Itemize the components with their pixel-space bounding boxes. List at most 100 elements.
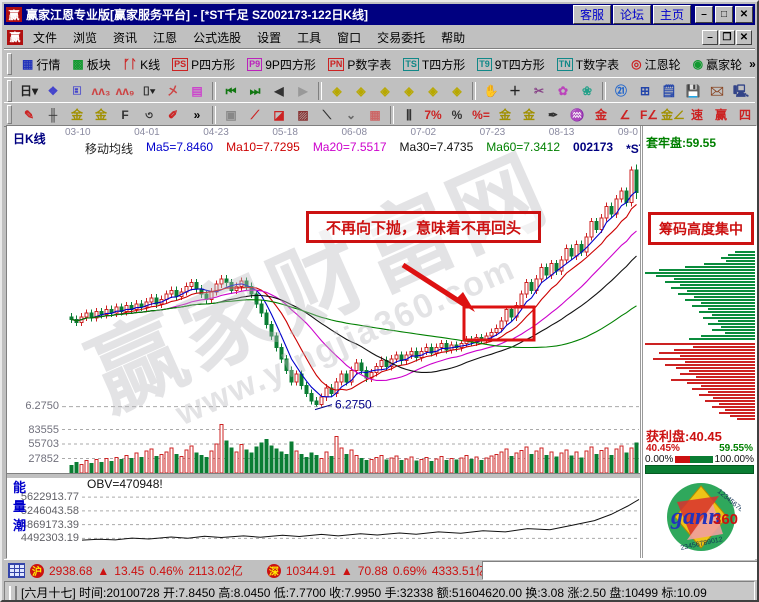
info-list-button[interactable]: 🗉 xyxy=(65,80,89,102)
zoom-left-diamond-button[interactable]: ◈ xyxy=(325,80,349,102)
t-digit-table-button[interactable]: TN T数字表 xyxy=(551,52,625,76)
save-button[interactable]: 💾 xyxy=(681,80,705,102)
menu-item-公式选股[interactable]: 公式选股 xyxy=(193,30,242,45)
close-button[interactable]: ✕ xyxy=(735,6,753,23)
menu-item-帮助[interactable]: 帮助 xyxy=(441,30,466,45)
obv-chart[interactable] xyxy=(7,491,640,558)
toolbar-grip[interactable] xyxy=(7,80,12,102)
box-tool-button[interactable]: ▣ xyxy=(219,103,243,126)
gold-grid-button[interactable]: 金 xyxy=(65,103,89,126)
shrink-left-diamond-button[interactable]: ◈ xyxy=(397,80,421,102)
knot-tool-button[interactable]: ✿ xyxy=(551,80,575,102)
f-angle-button[interactable]: F∠ xyxy=(637,103,661,126)
mdi-minimize-button[interactable]: – xyxy=(702,29,718,45)
calendar-button[interactable]: ㉑ xyxy=(609,80,633,102)
gold-angle-button[interactable]: 金∠ xyxy=(661,103,685,126)
win-line-button[interactable]: 赢 xyxy=(709,103,733,126)
sectors-button[interactable]: ▩ 板块 xyxy=(67,52,116,76)
t-square-button[interactable]: TS T四方形 xyxy=(398,52,471,76)
angle-tool-button[interactable]: ∠ xyxy=(613,103,637,126)
calculator-button[interactable]: ⊞ xyxy=(633,80,657,102)
hand-drag-button[interactable]: ✋ xyxy=(479,80,503,102)
menu-item-江恩[interactable]: 江恩 xyxy=(153,30,178,45)
stock-code-input[interactable] xyxy=(482,561,757,580)
spiral-button[interactable]: ৩ xyxy=(137,103,161,126)
pattern-box-button[interactable]: ◪ xyxy=(267,103,291,126)
notes-button[interactable]: 🗒 xyxy=(657,80,681,102)
color-wave-button[interactable]: ▤ xyxy=(185,80,209,102)
quotes-button[interactable]: ▦ 行情 xyxy=(17,52,66,76)
check-line-button[interactable]: ⌄ xyxy=(339,103,363,126)
four-line-button[interactable]: 四 xyxy=(733,103,757,126)
gann-grid-button[interactable]: ╫ xyxy=(41,103,65,126)
gann-net-button[interactable]: 㐅 xyxy=(161,80,185,102)
maximize-button[interactable]: □ xyxy=(715,6,733,23)
menu-item-浏览[interactable]: 浏览 xyxy=(73,30,98,45)
nine-p-square-button[interactable]: P9 9P四方形 xyxy=(242,52,321,76)
wave-3-button[interactable]: ʌʌ₃ xyxy=(89,80,113,102)
menu-item-资讯[interactable]: 资讯 xyxy=(113,30,138,45)
kline-chart-pane[interactable]: 赢家财富网 www.yingjia360.com 日K线 03-10 04-01 0… xyxy=(7,126,640,558)
crosshair-button[interactable]: ＋ xyxy=(503,80,527,102)
prev-bar-button[interactable]: ◀ xyxy=(267,80,291,102)
brush-button[interactable]: ✎ xyxy=(17,103,41,126)
toolbar-grip[interactable] xyxy=(7,52,12,76)
nine-t-square-button[interactable]: T9 9T四方形 xyxy=(472,52,550,76)
gold-section-button[interactable]: 金 xyxy=(493,103,517,126)
fibonacci-button[interactable]: F xyxy=(113,103,137,126)
menu-item-交易委托[interactable]: 交易委托 xyxy=(377,30,426,45)
measure-pen-button[interactable]: ✐ xyxy=(161,103,185,126)
ribbon-tool-button[interactable]: ❀ xyxy=(575,80,599,102)
shrink-both-diamond-button[interactable]: ◈ xyxy=(445,80,469,102)
menu-item-工具[interactable]: 工具 xyxy=(297,30,322,45)
p-digit-table-button[interactable]: PN P数字表 xyxy=(322,52,397,76)
mdi-close-button[interactable]: ✕ xyxy=(736,29,752,45)
wave-9-button[interactable]: ʌʌ₉ xyxy=(113,80,137,102)
candlestick-chart[interactable] xyxy=(7,153,640,420)
titlebar-button-论坛[interactable]: 论坛 xyxy=(612,5,651,24)
trend-pen-button[interactable]: ⟍ xyxy=(315,103,339,126)
gann-wheel-button[interactable]: ◎ 江恩轮 xyxy=(626,52,686,76)
minimize-button[interactable]: – xyxy=(695,6,713,23)
zoom-both-diamond-button[interactable]: ◈ xyxy=(373,80,397,102)
statusbar-grip[interactable] xyxy=(9,585,17,600)
gold-grid-2-button[interactable]: 金 xyxy=(89,103,113,126)
bars-tool-button[interactable]: ⫼ xyxy=(397,103,421,126)
menu-item-文件[interactable]: 文件 xyxy=(33,30,58,45)
fan-lines-button[interactable]: ⟋ xyxy=(243,103,267,126)
pattern-box-2-button[interactable]: ▨ xyxy=(291,103,315,126)
dense-grid-button[interactable]: ▦ xyxy=(363,103,387,126)
kline-button[interactable]: ᚵᛚ K线 xyxy=(117,52,166,76)
volume-chart[interactable] xyxy=(7,421,640,473)
gold-line-button[interactable]: 金 xyxy=(517,103,541,126)
menu-item-窗口[interactable]: 窗口 xyxy=(337,30,362,45)
pane-separator[interactable] xyxy=(7,473,640,479)
flag-pen-button[interactable]: ✒ xyxy=(541,103,565,126)
chip-callout-box[interactable]: 筹码高度集中 xyxy=(648,212,754,245)
annotation-text-box[interactable]: 不再向下抛，意味着不再回头 xyxy=(306,211,541,243)
percent-button[interactable]: % xyxy=(445,103,469,126)
last-page-button[interactable]: ⏭ xyxy=(243,80,267,102)
toolbar-grip[interactable] xyxy=(7,105,12,124)
percent-line-button[interactable]: %= xyxy=(469,103,493,126)
speed-line-button[interactable]: 速 xyxy=(685,103,709,126)
first-page-button[interactable]: ⏮ xyxy=(219,80,243,102)
send-mail-button[interactable]: 🖂 xyxy=(705,80,729,102)
percent-retrace-button[interactable]: 7% xyxy=(421,103,445,126)
net-chart-button[interactable]: ❖ xyxy=(41,80,65,102)
cut-tool-button[interactable]: ✂ xyxy=(527,80,551,102)
toolbar-overflow-chevron[interactable]: » xyxy=(749,57,756,71)
wave-gold-button[interactable]: ♒ xyxy=(565,103,589,126)
remote-pc-button[interactable]: 🖳 xyxy=(729,80,753,102)
menu-item-设置[interactable]: 设置 xyxy=(257,30,282,45)
p-square-button[interactable]: PS P四方形 xyxy=(167,52,241,76)
titlebar-button-客服[interactable]: 客服 xyxy=(572,5,611,24)
title-bar[interactable]: 赢 赢家江恩专业版[赢家服务平台] - [*ST千足 SZ002173-122日… xyxy=(4,4,755,25)
next-bar-button[interactable]: ▶ xyxy=(291,80,315,102)
draw-overflow-button[interactable]: » xyxy=(185,103,209,126)
candle-style-button[interactable]: ⌷▾ xyxy=(137,80,161,102)
zoom-right-diamond-button[interactable]: ◈ xyxy=(349,80,373,102)
market-table-icon[interactable] xyxy=(8,563,25,578)
gold-channel-button[interactable]: 金 xyxy=(589,103,613,126)
titlebar-button-主页[interactable]: 主页 xyxy=(652,5,691,24)
